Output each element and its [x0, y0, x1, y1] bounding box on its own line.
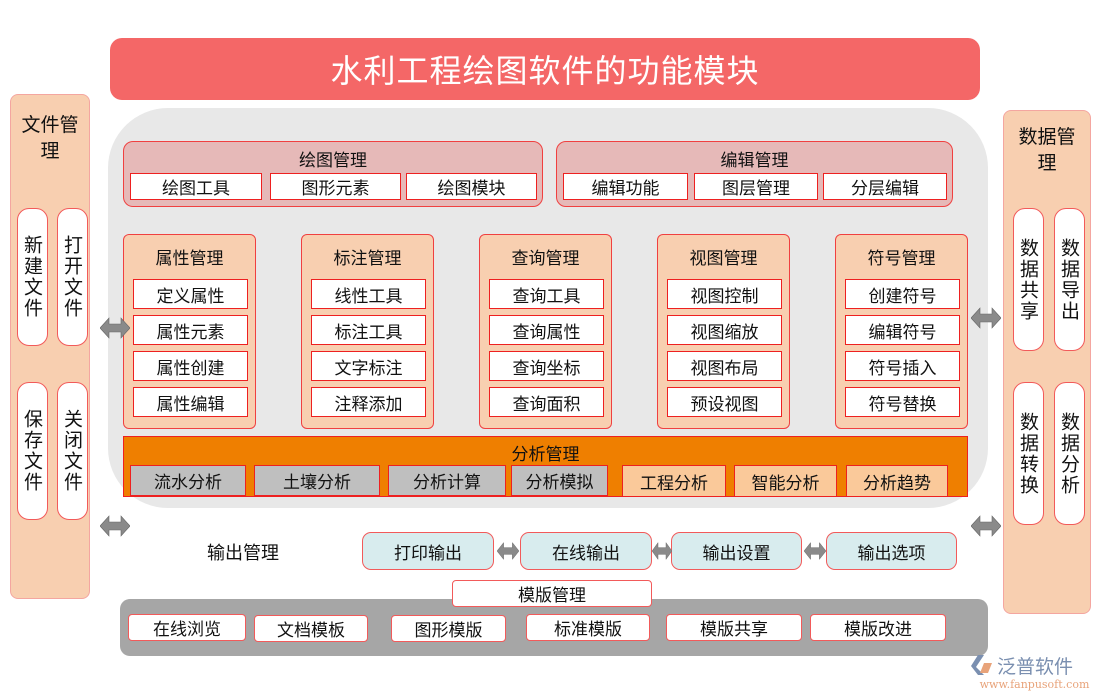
module-item[interactable]: 编辑符号 — [845, 315, 960, 345]
output-settings[interactable]: 输出设置 — [671, 532, 802, 570]
logo-name: 泛普软件 — [997, 655, 1074, 678]
module-item[interactable]: 查询属性 — [489, 315, 604, 345]
double-arrow-icon — [497, 542, 519, 560]
analysis-management-title: 分析管理 — [511, 444, 580, 465]
module-item[interactable]: 创建符号 — [845, 279, 960, 309]
data-export[interactable]: 数据导出 — [1054, 208, 1085, 351]
module-item[interactable]: 属性编辑 — [133, 387, 248, 417]
close-file[interactable]: 关闭文件 — [57, 382, 88, 520]
save-file[interactable]: 保存文件 — [17, 382, 48, 520]
module-item[interactable]: 属性创建 — [133, 351, 248, 381]
module-column-title: 视图管理 — [689, 248, 758, 269]
template-improvement[interactable]: 模版改进 — [810, 614, 946, 641]
double-arrow-icon — [804, 542, 826, 560]
double-arrow-icon — [100, 515, 130, 537]
module-item[interactable]: 标注工具 — [311, 315, 426, 345]
module-item[interactable]: 查询面积 — [489, 387, 604, 417]
double-arrow-icon — [100, 317, 130, 339]
module-column-title: 标注管理 — [333, 248, 402, 269]
soil-analysis[interactable]: 土壤分析 — [254, 465, 380, 496]
open-file[interactable]: 打开文件 — [57, 208, 88, 346]
intelligent-analysis[interactable]: 智能分析 — [734, 465, 837, 497]
logo-icon — [971, 655, 992, 675]
module-item[interactable]: 视图缩放 — [667, 315, 782, 345]
document-template[interactable]: 文档模板 — [254, 615, 368, 642]
online-browse[interactable]: 在线浏览 — [128, 614, 246, 641]
data-analysis[interactable]: 数据分析 — [1054, 382, 1085, 525]
module-column-title: 符号管理 — [867, 248, 936, 269]
layered-editing[interactable]: 分层编辑 — [823, 173, 947, 200]
analysis-simulation[interactable]: 分析模拟 — [511, 465, 608, 496]
page-title: 水利工程绘图软件的功能模块 — [110, 38, 980, 100]
module-item[interactable]: 视图控制 — [667, 279, 782, 309]
module-item[interactable]: 预设视图 — [667, 387, 782, 417]
drawing-management-title: 绘图管理 — [299, 150, 367, 171]
edit-functions[interactable]: 编辑功能 — [563, 173, 688, 200]
module-item[interactable]: 线性工具 — [311, 279, 426, 309]
analysis-calculation[interactable]: 分析计算 — [388, 465, 506, 496]
module-item[interactable]: 文字标注 — [311, 351, 426, 381]
module-item[interactable]: 属性元素 — [133, 315, 248, 345]
double-arrow-icon — [652, 542, 672, 560]
output-management-title: 输出管理 — [207, 543, 279, 564]
double-arrow-icon — [971, 307, 1001, 329]
module-item[interactable]: 查询坐标 — [489, 351, 604, 381]
print-output[interactable]: 打印输出 — [362, 532, 494, 570]
output-options[interactable]: 输出选项 — [826, 532, 957, 570]
file-management-title: 文件管理 — [21, 114, 79, 162]
graphic-elements[interactable]: 图形元素 — [270, 173, 401, 200]
data-convert[interactable]: 数据转换 — [1013, 382, 1044, 525]
data-share[interactable]: 数据共享 — [1013, 208, 1044, 351]
data-management-title: 数据管理 — [1018, 126, 1076, 174]
layer-management[interactable]: 图层管理 — [694, 173, 818, 200]
module-item[interactable]: 注释添加 — [311, 387, 426, 417]
logo: 泛普软件 — [970, 652, 1095, 678]
module-item[interactable]: 符号替换 — [845, 387, 960, 417]
edit-management-title: 编辑管理 — [720, 150, 789, 171]
standard-template[interactable]: 标准模版 — [526, 614, 650, 641]
online-output[interactable]: 在线输出 — [520, 532, 652, 570]
module-item[interactable]: 符号插入 — [845, 351, 960, 381]
drawing-modules[interactable]: 绘图模块 — [406, 173, 537, 200]
trend-analysis[interactable]: 分析趋势 — [846, 465, 948, 497]
module-column-title: 查询管理 — [511, 248, 580, 269]
template-management-title: 模版管理 — [452, 580, 652, 607]
flow-analysis[interactable]: 流水分析 — [130, 465, 246, 496]
logo-url: www.fanpusoft.com — [979, 677, 1090, 691]
new-file[interactable]: 新建文件 — [17, 208, 48, 346]
graphic-template[interactable]: 图形模版 — [391, 615, 506, 642]
data-management-panel — [1003, 110, 1091, 614]
module-item[interactable]: 定义属性 — [133, 279, 248, 309]
module-item[interactable]: 查询工具 — [489, 279, 604, 309]
drawing-tools[interactable]: 绘图工具 — [130, 173, 262, 200]
module-item[interactable]: 视图布局 — [667, 351, 782, 381]
file-management-panel — [10, 94, 90, 599]
engineering-analysis[interactable]: 工程分析 — [622, 465, 726, 497]
double-arrow-icon — [971, 515, 1001, 537]
module-column-title: 属性管理 — [155, 248, 224, 269]
template-sharing[interactable]: 模版共享 — [666, 614, 802, 641]
